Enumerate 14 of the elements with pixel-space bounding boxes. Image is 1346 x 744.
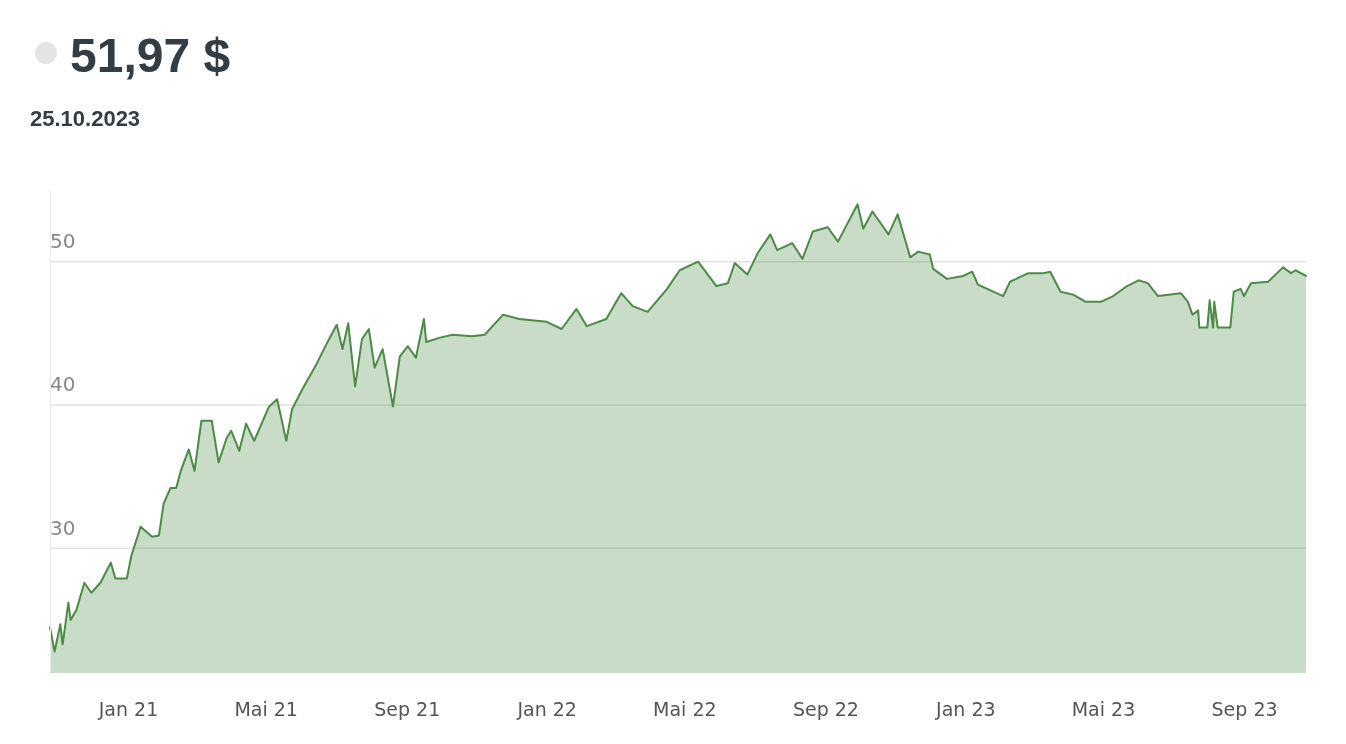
x-tick-label: Mai 22 [653, 698, 717, 721]
y-tick-label: 50 [50, 229, 76, 254]
chart-title: 51,97 $ [70, 29, 231, 82]
x-tick-label: Sep 21 [374, 698, 441, 721]
y-tick-label: 40 [50, 372, 76, 397]
x-tick-label: Sep 23 [1211, 698, 1278, 721]
y-tick-label: 30 [50, 515, 76, 540]
x-tick-label: Mai 21 [234, 698, 298, 721]
x-tick-label: Jan 21 [97, 698, 159, 721]
x-tick-label: Mai 23 [1071, 698, 1136, 721]
x-tick-label: Jan 22 [516, 698, 577, 721]
x-tick-label: Sep 22 [792, 698, 859, 721]
x-tick-label: Jan 23 [935, 698, 996, 721]
chart-subtitle: 25.10.2023 [30, 106, 141, 131]
